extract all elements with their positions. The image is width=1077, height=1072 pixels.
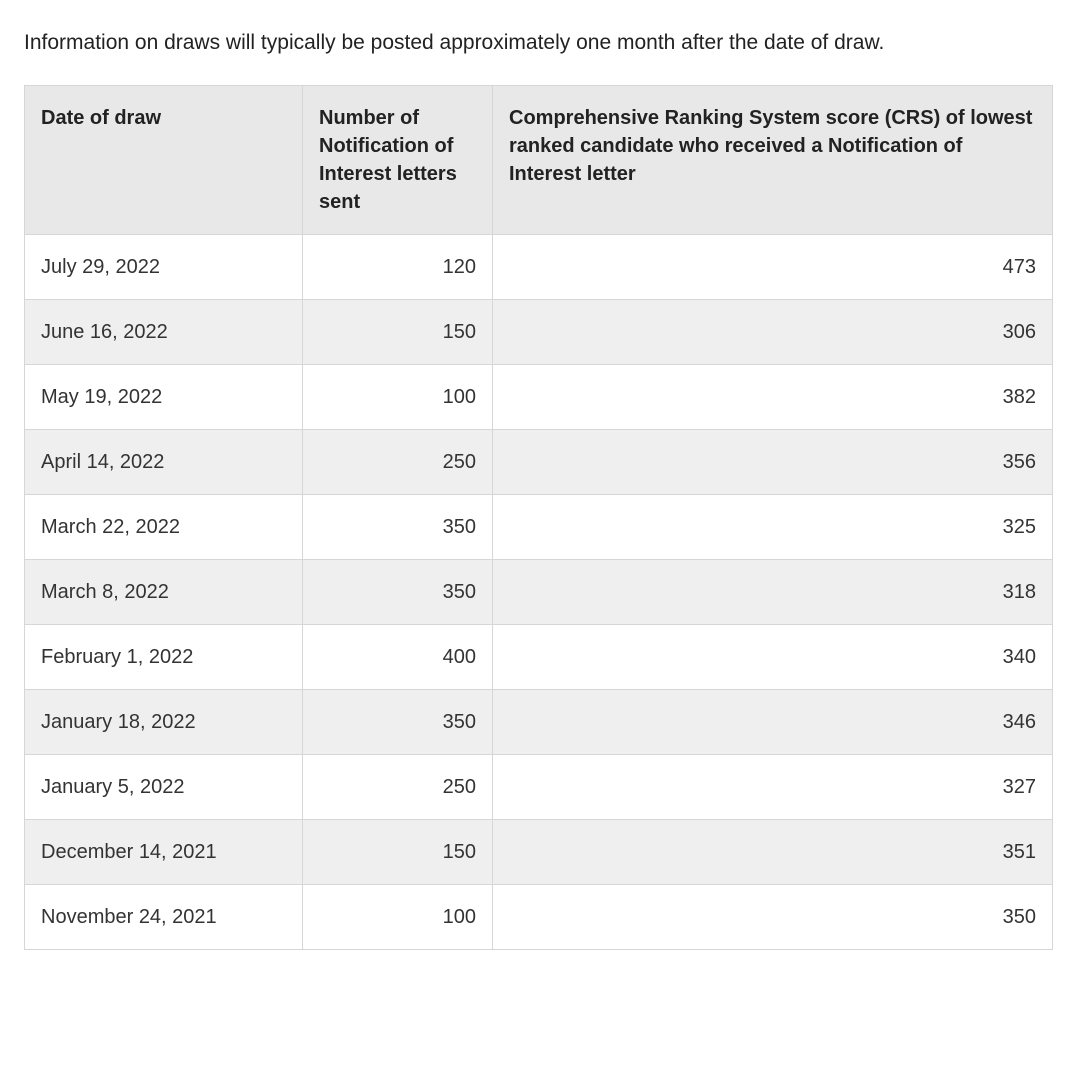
cell-crs: 306 [493, 300, 1053, 365]
cell-date: July 29, 2022 [25, 235, 303, 300]
table-row: March 8, 2022 350 318 [25, 560, 1053, 625]
cell-letters: 250 [303, 430, 493, 495]
table-header-row: Date of draw Number of Notification of I… [25, 86, 1053, 235]
table-row: December 14, 2021 150 351 [25, 820, 1053, 885]
cell-crs: 350 [493, 885, 1053, 950]
table-row: May 19, 2022 100 382 [25, 365, 1053, 430]
col-header-date: Date of draw [25, 86, 303, 235]
cell-crs: 340 [493, 625, 1053, 690]
cell-crs: 318 [493, 560, 1053, 625]
intro-paragraph: Information on draws will typically be p… [24, 28, 1053, 57]
cell-letters: 350 [303, 560, 493, 625]
cell-crs: 346 [493, 690, 1053, 755]
cell-letters: 150 [303, 820, 493, 885]
cell-crs: 356 [493, 430, 1053, 495]
table-body: July 29, 2022 120 473 June 16, 2022 150 … [25, 235, 1053, 950]
table-row: April 14, 2022 250 356 [25, 430, 1053, 495]
cell-date: June 16, 2022 [25, 300, 303, 365]
cell-letters: 100 [303, 885, 493, 950]
cell-crs: 382 [493, 365, 1053, 430]
table-row: February 1, 2022 400 340 [25, 625, 1053, 690]
cell-crs: 351 [493, 820, 1053, 885]
cell-date: April 14, 2022 [25, 430, 303, 495]
cell-letters: 250 [303, 755, 493, 820]
cell-letters: 120 [303, 235, 493, 300]
table-row: January 18, 2022 350 346 [25, 690, 1053, 755]
cell-date: December 14, 2021 [25, 820, 303, 885]
cell-crs: 473 [493, 235, 1053, 300]
table-row: March 22, 2022 350 325 [25, 495, 1053, 560]
cell-date: January 18, 2022 [25, 690, 303, 755]
cell-date: March 22, 2022 [25, 495, 303, 560]
table-row: June 16, 2022 150 306 [25, 300, 1053, 365]
col-header-letters: Number of Notification of Interest lette… [303, 86, 493, 235]
draws-table: Date of draw Number of Notification of I… [24, 85, 1053, 950]
cell-letters: 100 [303, 365, 493, 430]
cell-date: November 24, 2021 [25, 885, 303, 950]
cell-crs: 327 [493, 755, 1053, 820]
cell-letters: 350 [303, 690, 493, 755]
cell-letters: 350 [303, 495, 493, 560]
table-row: January 5, 2022 250 327 [25, 755, 1053, 820]
cell-letters: 400 [303, 625, 493, 690]
table-row: November 24, 2021 100 350 [25, 885, 1053, 950]
cell-crs: 325 [493, 495, 1053, 560]
col-header-crs: Comprehensive Ranking System score (CRS)… [493, 86, 1053, 235]
cell-letters: 150 [303, 300, 493, 365]
cell-date: March 8, 2022 [25, 560, 303, 625]
cell-date: May 19, 2022 [25, 365, 303, 430]
cell-date: January 5, 2022 [25, 755, 303, 820]
cell-date: February 1, 2022 [25, 625, 303, 690]
table-row: July 29, 2022 120 473 [25, 235, 1053, 300]
